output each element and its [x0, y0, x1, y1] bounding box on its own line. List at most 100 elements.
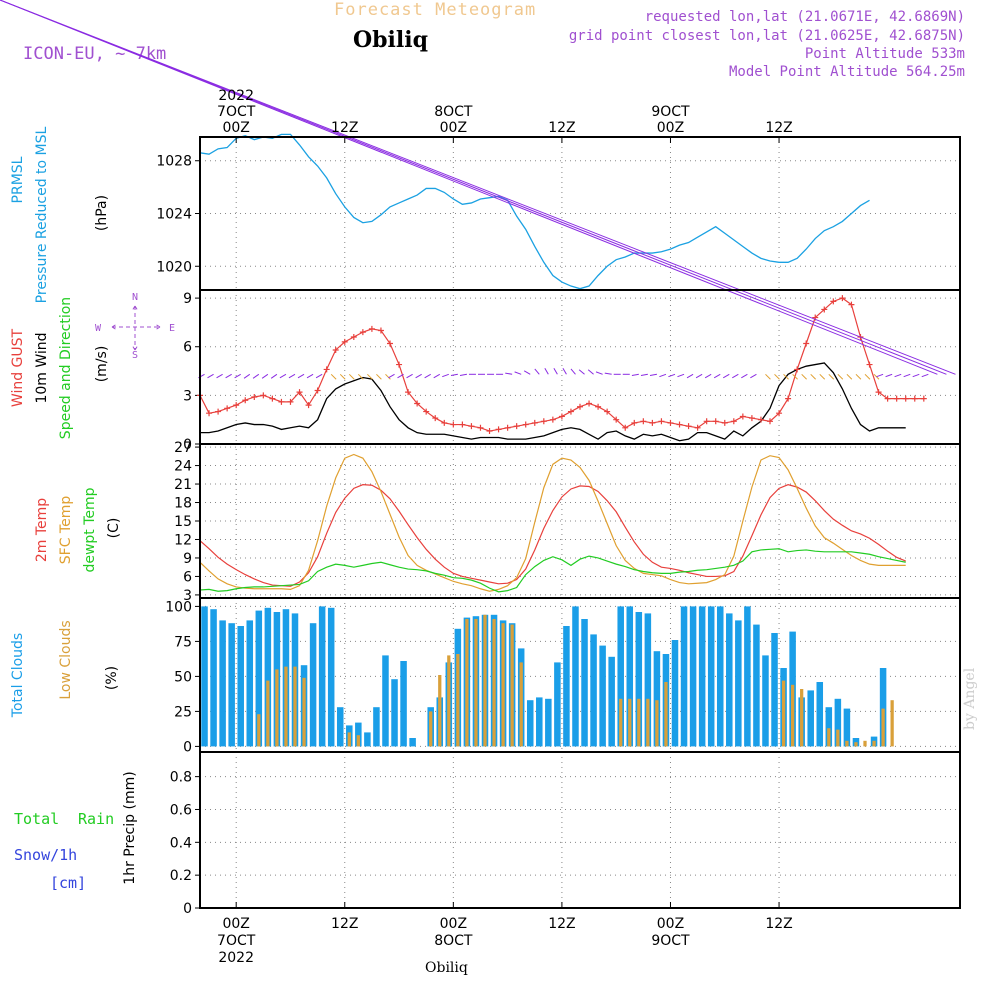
wind-gust-marker [658, 418, 665, 425]
precip-legend-total: Total [14, 810, 60, 828]
low-cloud-bar [356, 735, 360, 747]
wind-gust-marker [721, 419, 728, 426]
wind-direction-arrow [357, 373, 364, 380]
wind-direction-arrow [348, 373, 355, 380]
total-cloud-bar [626, 606, 634, 747]
total-cloud-bar [617, 606, 624, 747]
wind-direction-arrow [587, 369, 594, 375]
ytick-label-temp: 3 [183, 588, 192, 604]
total-cloud-bar [680, 606, 688, 747]
wind-direction-arrow [234, 373, 241, 379]
ytick-label-clouds: 0 [183, 739, 192, 755]
wind-direction-arrow [388, 373, 395, 379]
wind-gust-marker [622, 424, 629, 431]
wind-gust-marker [233, 402, 240, 409]
wind-direction-arrow [0, 0, 956, 375]
top-time-label: 00Z [440, 120, 467, 136]
low-cloud-bar [275, 669, 279, 747]
total-cloud-bar [698, 606, 706, 747]
low-cloud-bar [501, 623, 505, 747]
wind-gust-marker [251, 393, 258, 400]
wind-direction-arrow [534, 368, 540, 375]
total-cloud-bar [671, 640, 679, 747]
ytick-label-precip: 0.2 [170, 868, 192, 884]
wind-gust-marker [748, 415, 755, 422]
top-time-label: 7OCT [217, 104, 256, 120]
wind-direction-arrow [578, 369, 585, 375]
wind-gust-marker [405, 389, 412, 396]
footer-station: Obiliq [425, 960, 468, 976]
wind-speed-line [200, 362, 906, 442]
wind-gust-marker [613, 416, 620, 423]
total-cloud-bar [572, 606, 579, 747]
wind-direction-arrow [595, 371, 603, 375]
total-cloud-bar [327, 607, 335, 747]
wind-gust-marker [893, 395, 900, 402]
low-cloud-bar [429, 711, 433, 747]
temp-label-dewpt: dewpt Temp [82, 487, 98, 572]
wind-gust-marker [377, 327, 384, 334]
wind-direction-arrow [385, 373, 391, 380]
wind-gust-marker [387, 340, 393, 347]
wind-direction-arrow [306, 373, 314, 379]
wind-gust-marker [396, 361, 403, 368]
wind-direction-arrow [562, 367, 567, 375]
total-cloud-bar [653, 651, 661, 747]
compass-s: S [132, 350, 138, 361]
total-cloud-bar [545, 698, 552, 747]
top-time-label: 8OCT [434, 104, 473, 120]
precip-legend-rain: Rain [78, 810, 115, 828]
wind-gust-marker [567, 408, 574, 415]
total-cloud-bar [318, 606, 326, 747]
wind-gust-marker [206, 410, 213, 417]
wind-direction-arrow [442, 373, 449, 378]
wind-direction-arrow [523, 370, 531, 375]
temp-2m-line [199, 484, 906, 587]
wind-direction-arrow [713, 373, 721, 379]
wind-gust-marker [441, 419, 448, 426]
wind-gust-marker [694, 424, 701, 431]
wind-direction-arrow [505, 372, 513, 375]
wind-gust-marker [558, 413, 565, 420]
temp-sfc-line [199, 453, 906, 592]
total-cloud-bar [807, 690, 814, 747]
total-cloud-bar [355, 722, 362, 747]
wind-gust-marker [712, 418, 719, 425]
ytick-label-temp: 6 [183, 569, 192, 585]
requested-coords: requested lon,lat (21.0671E, 42.6869N) [644, 9, 965, 25]
ytick-label-wind: 0 [183, 437, 192, 453]
wind-gust-marker [468, 423, 475, 430]
wind-gust-marker [341, 338, 348, 345]
wind-direction-arrow [864, 373, 871, 380]
low-cloud-bar [854, 742, 858, 747]
total-cloud-bar [391, 679, 398, 747]
pressure-series-line [199, 133, 870, 290]
wind-direction-arrow [810, 373, 817, 380]
total-cloud-bar [201, 606, 208, 747]
panel-frame-precip [199, 751, 961, 909]
wind-gust-marker [513, 423, 520, 430]
wind-gust-marker [549, 416, 556, 423]
total-cloud-bar [843, 708, 851, 747]
ytick-label-clouds: 100 [165, 599, 192, 615]
wind-gust-marker [866, 361, 873, 368]
wind-gust-marker [794, 366, 801, 373]
wind-gust-marker [531, 419, 538, 426]
wind-label-10m: 10m Wind [34, 332, 50, 403]
wind-direction-arrow [339, 373, 346, 380]
ytick-label-pressure: 1020 [156, 259, 192, 275]
wind-direction-arrow [903, 373, 911, 378]
wind-gust-marker [296, 389, 303, 396]
wind-direction-arrow [704, 373, 712, 379]
wind-direction-arrow [553, 367, 558, 375]
model-point-altitude: Model Point Altitude 564.25m [728, 64, 965, 80]
total-cloud-bar [707, 606, 715, 747]
wind-gust-marker [739, 413, 746, 420]
low-cloud-bar [781, 680, 786, 747]
ytick-label-pressure: 1024 [156, 207, 192, 223]
wind-direction-arrow [415, 373, 422, 379]
total-cloud-bar [816, 682, 824, 747]
top-time-label: 2022 [218, 88, 254, 104]
wind-gust-marker [685, 423, 692, 430]
wind-gust-marker [495, 426, 502, 433]
